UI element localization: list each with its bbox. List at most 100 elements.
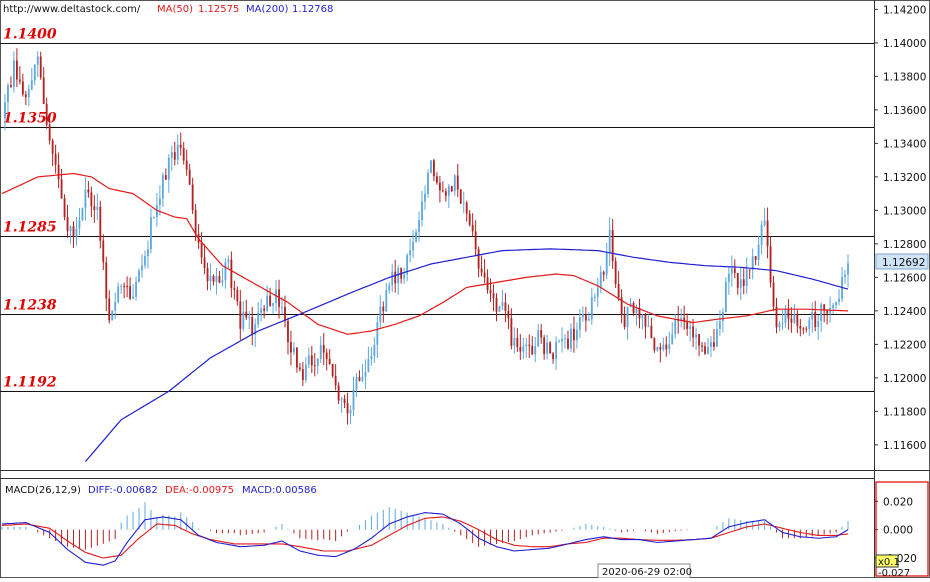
candle-body [567,338,569,349]
candle [293,342,295,356]
candle-body [620,297,623,315]
candle-body [626,307,629,327]
support-resistance-levels: 1.1400 1.1350 1.1285 1.1238 1.1192 [0,27,874,392]
price-tick-label: 1.12000 [883,373,926,385]
candle-body [718,321,721,329]
candle-body [117,286,120,303]
candle [602,270,605,282]
candle-body [695,334,698,338]
candle [739,266,742,301]
candle-body [105,262,108,299]
candle-body [564,338,566,340]
candle [653,337,656,353]
candle-body [135,281,137,297]
candle [388,282,391,294]
candle [754,256,757,266]
candle-body [212,276,215,282]
candle [376,315,379,358]
candle-body [132,296,134,299]
candle-body [835,301,838,306]
candle [331,363,334,378]
candle [87,181,90,198]
candle [221,268,224,287]
candle-body [480,268,483,273]
candle-body [48,124,51,141]
candle-body [173,152,176,160]
candle-body [161,175,164,199]
candle-body [459,189,462,204]
candle-body [7,85,9,103]
candle [245,299,248,320]
candle [24,90,27,106]
candle [117,282,120,304]
candle-body [343,398,346,404]
candle-body [623,314,626,327]
candle [206,262,209,291]
candle [650,317,653,339]
macd-tick-label: 0.000 [883,525,913,537]
candle [814,300,817,332]
candle [596,277,599,307]
candle [218,270,221,284]
candle [251,306,254,346]
candle-body [81,208,84,221]
candle [39,51,42,80]
candle [477,246,480,278]
candle-body [78,220,81,229]
candle [593,293,596,303]
candle-body [766,220,769,247]
candle-body [284,306,286,321]
candle-body [552,353,555,360]
candle [230,251,233,298]
candle-body [54,153,57,165]
candle-body [403,274,406,279]
candle-body [236,289,239,302]
candle [757,235,760,267]
candle-body [775,306,778,328]
candle [114,292,117,319]
candle-body [790,318,793,323]
level-label-1.1285: 1.1285 [3,220,57,236]
candle-body [644,315,647,327]
candle-body [692,326,695,338]
candle-body [293,347,295,353]
candle [838,289,840,306]
candle-body [87,189,90,193]
candle-body [573,328,575,341]
candle [370,346,373,366]
candle-body [686,321,689,329]
candle [769,236,772,288]
candle [141,254,143,278]
candle-body [179,144,182,148]
candle-body [15,60,18,80]
candle-body [108,298,111,321]
candle [176,134,179,165]
candle [212,274,215,286]
candle-body [474,231,477,250]
candle-body [170,152,173,158]
header-ma200-value: 1.12768 [292,4,333,15]
candle [507,304,510,330]
candle-body [823,304,826,311]
candle [835,301,838,309]
candle-body [406,255,409,275]
candle [716,320,718,347]
candle-body [441,190,444,192]
candle-body [66,217,69,232]
candle [316,358,319,375]
candle-body [659,347,662,350]
candle-body [546,342,549,354]
candle [349,405,352,425]
candle-body [295,347,298,368]
candle-body [635,308,638,314]
candle [459,189,462,205]
candle-body [531,345,534,355]
candle [412,230,415,258]
candle [471,213,474,236]
candle-body [427,172,429,194]
candle [674,314,677,339]
candle [692,319,695,347]
header-ma50-label: MA(50) [157,4,193,15]
macd-bottom-value: -0.027 [878,568,910,578]
candle [736,272,739,295]
